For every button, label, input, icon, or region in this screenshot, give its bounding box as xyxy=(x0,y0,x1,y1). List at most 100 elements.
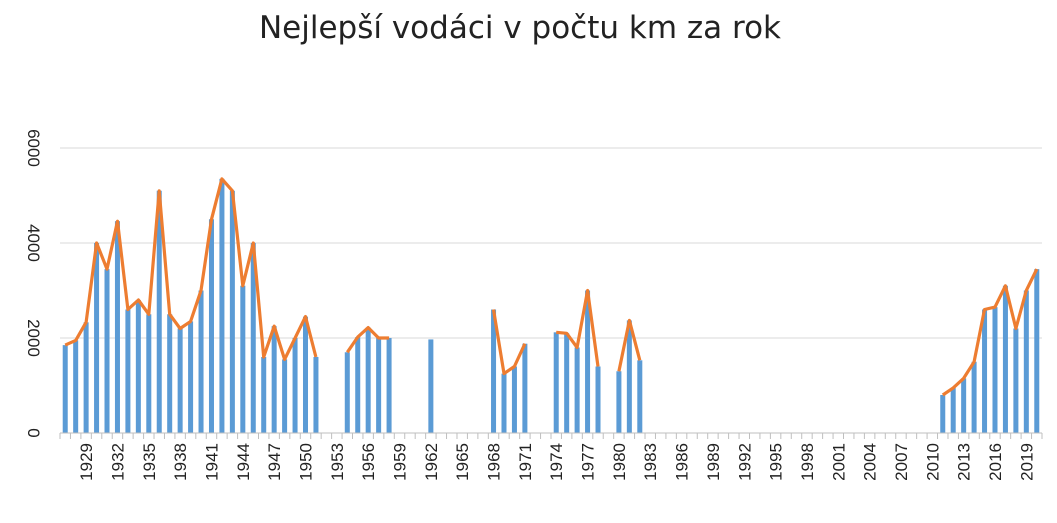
bar xyxy=(156,190,162,433)
bar xyxy=(167,314,173,433)
y-tick-label: 2000 xyxy=(24,319,43,357)
bar xyxy=(564,333,570,433)
bar xyxy=(114,221,120,433)
x-tick-label: 1995 xyxy=(767,443,786,481)
x-tick-label: 2019 xyxy=(1017,443,1036,481)
bar xyxy=(62,345,68,433)
bar xyxy=(574,347,580,433)
series-line xyxy=(64,177,1039,397)
bar xyxy=(637,360,643,433)
x-tick-label: 1971 xyxy=(516,443,535,481)
y-tick-label: 4000 xyxy=(24,224,43,262)
bar xyxy=(1013,328,1019,433)
series-line-segment xyxy=(64,177,318,361)
bar xyxy=(386,338,392,433)
x-tick-label: 1950 xyxy=(297,443,316,481)
bar xyxy=(146,314,152,433)
x-tick-label: 2013 xyxy=(955,443,974,481)
x-tick-label: 1935 xyxy=(140,443,159,481)
series-line-segment xyxy=(556,288,600,367)
bar xyxy=(585,290,591,433)
bar xyxy=(208,219,214,433)
bar xyxy=(595,366,601,433)
x-tick-label: 1992 xyxy=(735,443,754,481)
x-tick-label: 2001 xyxy=(829,443,848,481)
x-tick-label: 1962 xyxy=(422,443,441,481)
x-tick-label: 1989 xyxy=(704,443,723,481)
bar xyxy=(501,373,507,433)
chart-title: Nejlepší vodáci v počtu km za rok xyxy=(259,10,781,46)
bar xyxy=(125,309,131,433)
bar xyxy=(282,359,288,433)
bar xyxy=(83,322,89,433)
x-axis-tick-labels: 1929 1932 1935 1938 1941 1944 1947 1950 1953 1956… xyxy=(77,443,1036,481)
bar xyxy=(511,366,517,433)
bar xyxy=(992,307,998,433)
x-tick-label: 2016 xyxy=(986,443,1005,481)
bar xyxy=(616,371,622,433)
x-axis xyxy=(59,432,1043,439)
bar xyxy=(177,328,183,433)
bar xyxy=(313,357,319,433)
x-tick-label: 1944 xyxy=(234,443,253,481)
series-line-segment xyxy=(617,318,642,372)
x-tick-label: 1965 xyxy=(453,443,472,481)
bar xyxy=(961,378,967,433)
y-tick-label: 6000 xyxy=(24,129,43,167)
bar xyxy=(302,316,309,433)
bar xyxy=(522,343,528,433)
x-tick-label: 1941 xyxy=(202,443,221,481)
bar xyxy=(73,340,79,433)
x-tick-label: 1947 xyxy=(265,443,284,481)
y-axis-tick-labels: 0 2000 4000 6000 xyxy=(24,129,43,438)
bar xyxy=(261,357,267,433)
x-tick-label: 1986 xyxy=(673,443,692,481)
bar xyxy=(344,352,350,433)
bar xyxy=(950,387,956,433)
x-tick-label: 1938 xyxy=(171,443,190,481)
bar xyxy=(104,269,110,433)
x-tick-label: 1956 xyxy=(359,443,378,481)
bar xyxy=(188,321,194,433)
bar xyxy=(982,309,988,433)
x-tick-label: 1980 xyxy=(610,443,629,481)
x-tick-label: 2010 xyxy=(923,443,942,481)
bar xyxy=(365,327,371,433)
bar xyxy=(971,361,977,433)
series-line-segment xyxy=(345,326,390,354)
bar xyxy=(94,243,100,433)
bar xyxy=(355,337,361,433)
bar xyxy=(1023,290,1029,433)
bar xyxy=(428,339,434,433)
x-tick-label: 1932 xyxy=(108,443,127,481)
bar xyxy=(271,326,277,433)
bar xyxy=(1002,285,1008,433)
bar xyxy=(553,332,559,433)
bar xyxy=(229,190,235,433)
x-tick-label: 1983 xyxy=(641,443,660,481)
x-tick-label: 1953 xyxy=(328,443,347,481)
x-tick-label: 1968 xyxy=(485,443,504,481)
bar xyxy=(1034,269,1040,433)
x-tick-label: 1929 xyxy=(77,443,96,481)
x-tick-label: 1959 xyxy=(391,443,410,481)
x-tick-label: 1998 xyxy=(798,443,817,481)
bar xyxy=(250,243,256,433)
bar xyxy=(135,300,141,433)
bar xyxy=(292,338,298,433)
x-tick-label: 2004 xyxy=(861,443,880,481)
x-tick-label: 1974 xyxy=(547,443,566,481)
bar xyxy=(626,320,632,433)
bar xyxy=(219,178,225,433)
bar xyxy=(940,395,946,433)
bar xyxy=(491,309,497,433)
bar xyxy=(198,290,204,433)
x-tick-label: 1977 xyxy=(579,443,598,481)
bars xyxy=(62,178,1040,433)
x-tick-label: 2007 xyxy=(892,443,911,481)
bar xyxy=(240,285,246,433)
bar xyxy=(376,338,382,433)
series-line-segment xyxy=(941,268,1039,397)
series-line-segment xyxy=(491,309,527,376)
